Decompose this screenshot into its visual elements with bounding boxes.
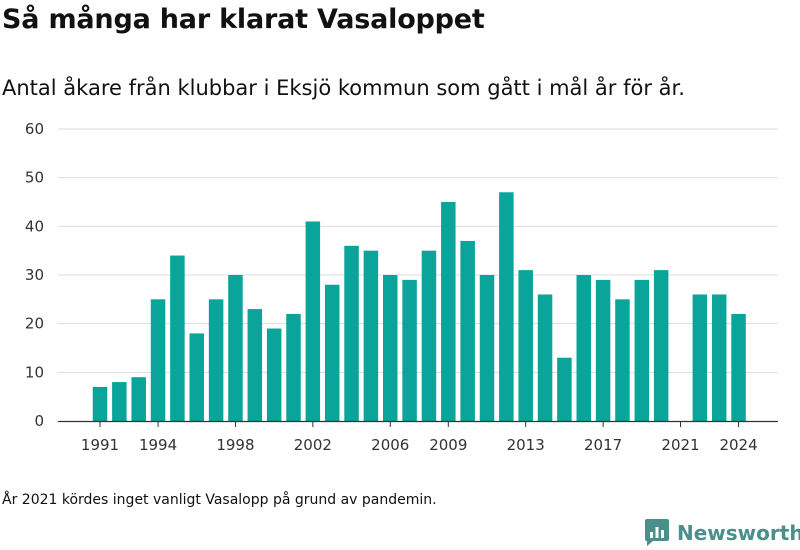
newsworthy-logo-icon: [645, 519, 669, 546]
x-tick-label: 2013: [507, 436, 545, 454]
brand-name: Newsworthy: [677, 520, 800, 545]
brand: Newsworthy: [645, 519, 800, 546]
x-tick-label: 2002: [294, 436, 332, 454]
bar-1999: [247, 309, 263, 421]
bar-2017: [595, 279, 611, 421]
bar-2003: [324, 284, 340, 421]
bar-2013: [518, 270, 533, 421]
bar-2020: [653, 270, 669, 421]
bar-2023: [711, 294, 727, 421]
bar-2006: [383, 275, 398, 421]
bar-chart: 0 10 20 30 40 50 60 1991 1994 1998 2002 2006 2009 201…: [25, 120, 778, 454]
x-tick-label: 2024: [719, 436, 757, 454]
chart-title: Så många har klarat Vasaloppet: [2, 4, 485, 35]
bar-1995: [170, 255, 185, 421]
bar-1998: [228, 275, 243, 421]
grid-lines: [58, 128, 778, 373]
x-tick-label: 2017: [584, 436, 622, 454]
bar-1991: [92, 386, 108, 421]
chart-subtitle: Antal åkare från klubbar i Eksjö kommun …: [2, 76, 685, 100]
bars: [92, 192, 746, 421]
bar-2010: [460, 240, 475, 421]
bar-1993: [131, 377, 146, 421]
y-tick-label: 30: [25, 266, 44, 284]
bar-2012: [499, 192, 514, 421]
bar-2015: [557, 357, 572, 421]
bar-2008: [421, 250, 437, 421]
x-tick-label: 2021: [661, 436, 699, 454]
bar-2019: [634, 279, 650, 421]
bar-2011: [479, 275, 495, 421]
x-tick-label: 1991: [81, 436, 119, 454]
x-tick-label: 1994: [139, 436, 177, 454]
bar-2004: [344, 245, 359, 421]
bar-2014: [537, 294, 553, 421]
bar-2016: [576, 275, 591, 421]
bar-1997: [208, 299, 224, 421]
bar-1996: [189, 333, 204, 421]
x-tick-label: 1998: [216, 436, 254, 454]
bar-2002: [305, 221, 321, 421]
bar-2024: [731, 313, 746, 421]
y-tick-label: 0: [34, 412, 44, 430]
bar-1994: [150, 299, 166, 421]
x-tick-label: 2006: [371, 436, 409, 454]
y-tick-label: 40: [25, 217, 44, 235]
bar-1992: [112, 382, 127, 421]
x-tick-label: 2009: [429, 436, 467, 454]
y-tick-label: 50: [25, 169, 44, 187]
bar-2007: [402, 279, 417, 421]
y-tick-label: 60: [25, 120, 44, 138]
y-tick-label: 10: [25, 363, 44, 381]
axes: 0 10 20 30 40 50 60 1991 1994 1998 2002 2006 2009 201…: [25, 120, 778, 454]
bar-2022: [692, 294, 708, 421]
bar-2005: [363, 250, 379, 421]
y-tick-label: 20: [25, 315, 44, 333]
bar-2009: [441, 202, 456, 421]
bar-2001: [286, 313, 301, 421]
footnote: År 2021 kördes inget vanligt Vasalopp på…: [2, 492, 437, 508]
bar-2018: [615, 299, 630, 421]
bar-2000: [266, 328, 282, 421]
